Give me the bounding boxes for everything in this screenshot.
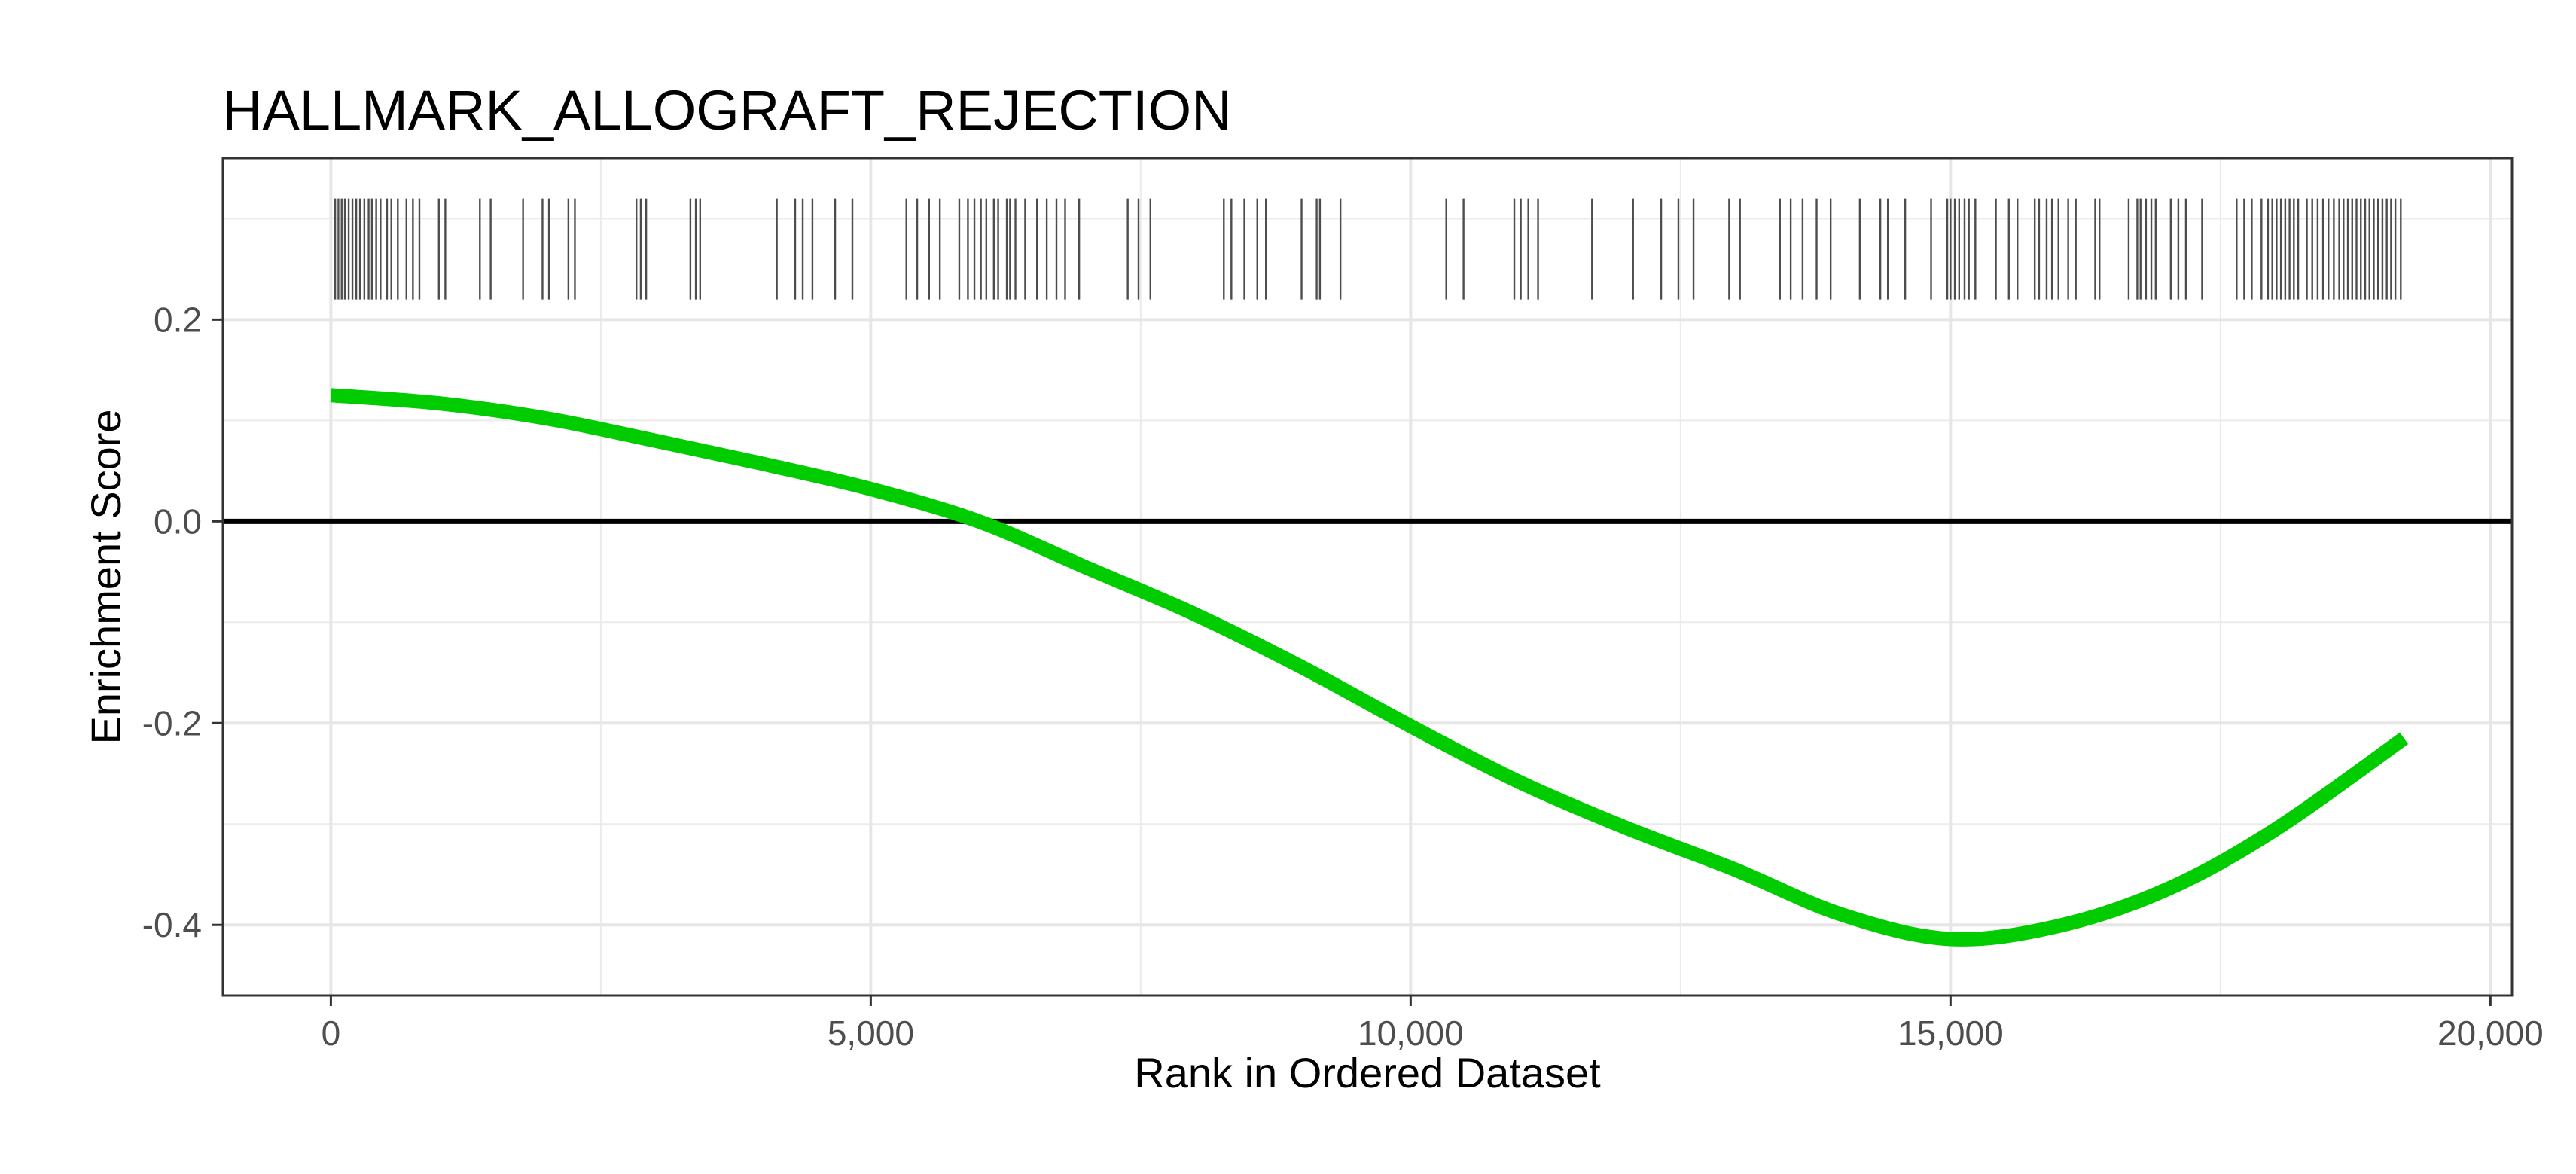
chart-title: HALLMARK_ALLOGRAFT_REJECTION <box>222 79 1232 142</box>
grid-minor <box>223 158 2512 996</box>
plot-border <box>221 157 2514 997</box>
x-tick-label: 5,000 <box>828 1014 914 1053</box>
x-tick-label: 0 <box>322 1014 341 1053</box>
plot-panel <box>223 158 2512 996</box>
x-tick-label: 20,000 <box>2437 1014 2544 1053</box>
y-axis: -0.4 -0.2 0.0 0.2 <box>142 300 223 944</box>
y-tick-label: 0.2 <box>154 300 202 339</box>
series-layer <box>330 388 2409 947</box>
y-tick-label: -0.2 <box>142 703 202 743</box>
enrichment-score-line <box>330 388 2409 947</box>
x-axis-title: Rank in Ordered Dataset <box>1134 1049 1601 1096</box>
y-axis-title: Enrichment Score <box>82 409 130 744</box>
x-tick-label: 10,000 <box>1358 1014 1464 1053</box>
gene-hit-marks <box>334 198 2402 300</box>
x-tick-label: 15,000 <box>1898 1014 2004 1053</box>
x-axis: 0 5,000 10,000 15,000 20,000 <box>322 996 2544 1053</box>
y-tick-label: -0.4 <box>142 905 202 944</box>
y-tick-label: 0.0 <box>154 502 202 541</box>
